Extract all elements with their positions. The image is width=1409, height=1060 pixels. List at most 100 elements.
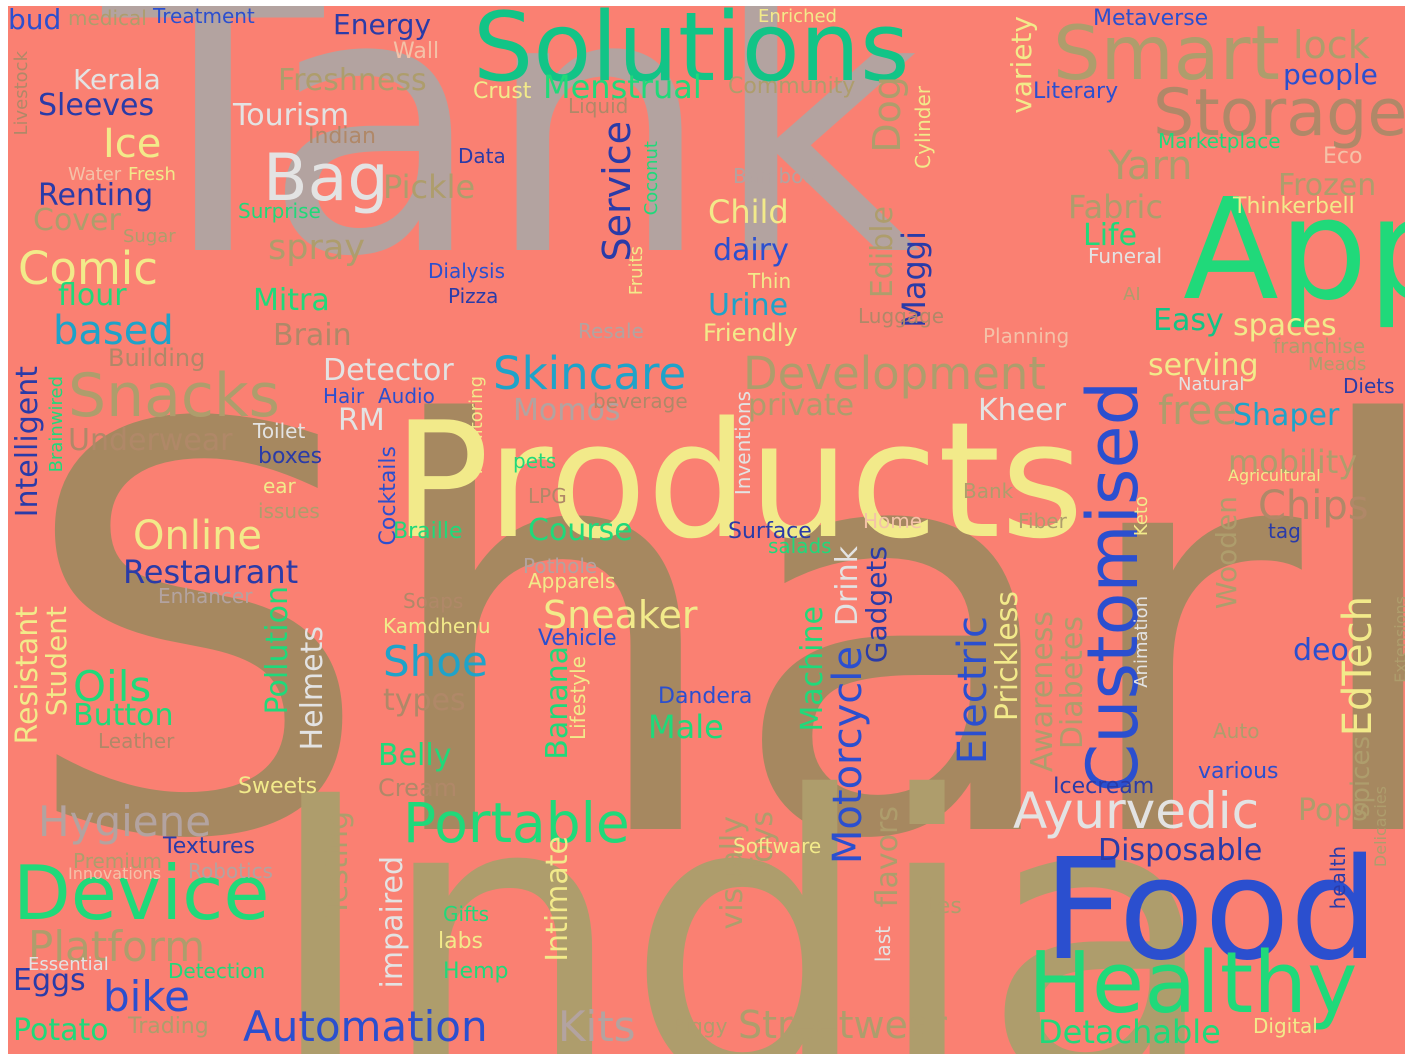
word-detachable: Detachable <box>1038 1013 1221 1051</box>
word-tourism: Tourism <box>233 98 350 133</box>
word-detection: Detection <box>168 959 266 983</box>
word-enriched: Enriched <box>758 6 837 27</box>
word-soaps: Soaps <box>403 589 464 613</box>
word-healthy: Healthy <box>1028 934 1358 1033</box>
word-inventions: Inventions <box>731 391 755 496</box>
word-funeral: Funeral <box>1088 244 1163 268</box>
word-oils: Oils <box>73 662 152 711</box>
word-diabetes: Diabetes <box>1055 616 1090 750</box>
word-fabric: Fabric <box>1068 188 1164 226</box>
word-gadgets: Gadgets <box>860 546 893 664</box>
word-bamboo: Bamboo <box>733 164 816 188</box>
word-trading: Trading <box>128 1014 209 1039</box>
word-community: Community <box>728 74 856 99</box>
word-smart: Smart <box>1053 9 1280 97</box>
word-private: private <box>748 388 855 423</box>
word-fiber: Fiber <box>1018 509 1067 533</box>
word-platform: Platform <box>28 922 206 971</box>
word-life: Life <box>1083 218 1138 253</box>
word-frozen: Frozen <box>1278 168 1377 203</box>
word-keto: Keto <box>1131 496 1152 537</box>
word-water: Water <box>68 164 122 185</box>
word-thin: Thin <box>748 269 792 293</box>
word-yarn: Yarn <box>1108 143 1193 189</box>
word-brain: Brain <box>273 318 352 353</box>
word-serving: serving <box>1148 348 1259 383</box>
word-chips: Chips <box>1258 483 1369 529</box>
word-sneaker: Sneaker <box>543 593 698 637</box>
word-hygiene: Hygiene <box>38 797 212 846</box>
word-crust: Crust <box>473 79 532 104</box>
word-enhancer: Enhancer <box>158 584 253 608</box>
word-monitoring: monitoring <box>466 376 487 475</box>
word-free: free <box>1158 388 1237 434</box>
word-resale: Resale <box>578 319 644 343</box>
word-cover: Cover <box>33 203 121 238</box>
word-device: Device <box>13 849 270 937</box>
word-apparels: Apparels <box>528 569 616 593</box>
word-child: Child <box>708 193 789 231</box>
word-hemp: Hemp <box>443 959 509 984</box>
word-thinkerbell: Thinkerbell <box>1233 194 1355 219</box>
word-drink: Drink <box>830 546 865 627</box>
word-medical: medical <box>68 6 147 30</box>
word-robotics: Robotics <box>188 859 273 883</box>
word-bag: Bag <box>263 141 389 216</box>
word-fresh: Fresh <box>128 164 176 185</box>
word-solutions: Solutions <box>473 6 910 103</box>
word-ai: AI <box>1123 284 1141 305</box>
word-kerala: Kerala <box>73 63 161 96</box>
word-energy: Energy <box>333 8 432 41</box>
word-freshness: Freshness <box>278 63 427 98</box>
word-dairy: dairy <box>713 233 789 268</box>
word-bike: bike <box>103 972 190 1021</box>
word-animation: Animation <box>1131 596 1152 688</box>
word-pickle: Pickle <box>383 168 476 206</box>
word-male: Male <box>648 708 724 746</box>
word-course: Course <box>528 513 633 548</box>
word-dog: Dog <box>865 76 909 153</box>
word-spray: spray <box>268 228 366 268</box>
word-health: health <box>1326 846 1350 910</box>
word-india: India <box>263 714 1221 1054</box>
word-delicacies: Delicacies <box>1371 786 1390 868</box>
word-awareness: Awareness <box>1025 611 1060 773</box>
word-marketplace: Marketplace <box>1158 129 1281 153</box>
word-ayurvedic: Ayurvedic <box>1013 782 1260 840</box>
word-treatment: Treatment <box>153 6 255 28</box>
word-resistant: Resistant <box>10 606 45 745</box>
word-natural: Natural <box>1178 374 1245 395</box>
word-deo: deo <box>1293 633 1349 668</box>
word-icecream: Icecream <box>1053 774 1155 799</box>
word-surface: Surface <box>728 519 812 544</box>
word-data: Data <box>458 144 506 168</box>
word-sleeves: Sleeves <box>38 88 155 123</box>
word-comic: Comic <box>18 242 159 295</box>
word-last: last <box>871 926 895 963</box>
word-online: Online <box>133 513 263 559</box>
word-portable: Portable <box>403 791 630 855</box>
word-people: people <box>1283 58 1378 91</box>
word-software: Software <box>733 834 822 858</box>
word-easy: Easy <box>1153 303 1224 338</box>
word-service: Service <box>595 121 639 262</box>
word-impaired: impaired <box>375 856 410 989</box>
word-tank: Tank <box>103 6 921 335</box>
word-hair: Hair <box>323 384 365 408</box>
word-electric: Electric <box>950 616 996 765</box>
word-app: App <box>1183 169 1405 332</box>
word-audio: Audio <box>378 384 435 408</box>
word-piggy: Piggy <box>673 1014 728 1038</box>
word-kheer: Kheer <box>978 393 1066 428</box>
word-luggage: Luggage <box>858 304 945 328</box>
word-button: Button <box>73 698 174 733</box>
word-literary: Literary <box>1033 79 1119 104</box>
word-bud: bud <box>8 6 62 36</box>
word-premium: Premium <box>73 849 162 873</box>
word-beverage: beverage <box>593 389 688 413</box>
word-variety: variety <box>1005 16 1038 114</box>
word-flour: flour <box>58 278 127 313</box>
word-sugar: Sugar <box>123 226 176 247</box>
word-auto: Auto <box>1213 719 1260 743</box>
word-flavors: flavors <box>870 806 905 908</box>
